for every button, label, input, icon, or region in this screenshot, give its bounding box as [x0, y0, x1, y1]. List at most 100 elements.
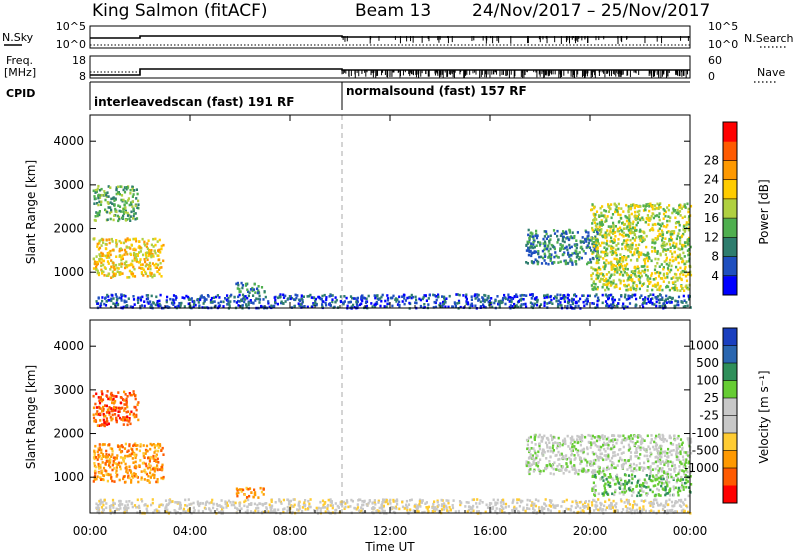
echo-cell: [602, 458, 605, 462]
echo-cell: [308, 505, 311, 508]
echo-cell: [602, 469, 605, 473]
echo-cell: [687, 271, 691, 275]
echo-cell: [602, 265, 605, 269]
echo-cell: [118, 296, 121, 300]
echo-cell: [682, 305, 685, 309]
echo-cell: [649, 202, 652, 206]
echo-cell: [620, 511, 623, 514]
echo-cell: [685, 274, 688, 278]
echo-cell: [659, 284, 662, 288]
echo-cell: [605, 219, 608, 223]
echo-cell: [612, 251, 615, 255]
echo-cell: [319, 297, 322, 301]
echo-cell: [577, 453, 580, 457]
echo-cell: [235, 282, 238, 286]
echo-cell: [671, 230, 674, 233]
echo-cell: [331, 506, 334, 510]
echo-cell: [123, 390, 126, 394]
echo-cell: [440, 498, 443, 502]
echo-cell: [612, 454, 615, 458]
echo-cell: [618, 298, 621, 301]
echo-cell: [98, 471, 101, 475]
echo-cell: [542, 237, 545, 241]
echo-cell: [366, 504, 369, 507]
echo-cell: [533, 434, 536, 437]
echo-cell: [623, 239, 626, 242]
echo-cell: [406, 296, 409, 300]
echo-cell: [216, 508, 219, 511]
echo-cell: [525, 460, 528, 463]
echo-cell: [560, 469, 563, 472]
echo-cell: [282, 511, 285, 514]
echo-cell: [677, 434, 680, 438]
echo-cell: [124, 407, 127, 410]
echo-cell: [344, 505, 347, 509]
frequency-panel: 18 8 60 0: [72, 54, 722, 83]
echo-cell: [622, 235, 625, 238]
echo-cell: [617, 202, 620, 206]
echo-cell: [541, 452, 544, 455]
echo-cell: [533, 462, 536, 465]
echo-cell: [432, 507, 436, 511]
echo-cell: [669, 235, 673, 239]
echo-cell: [554, 441, 557, 444]
echo-cell: [124, 238, 127, 242]
echo-cell: [549, 499, 552, 503]
echo-cell: [645, 273, 648, 277]
echo-cell: [374, 296, 377, 300]
echo-cell: [196, 298, 199, 301]
echo-cell: [104, 296, 107, 299]
echo-cell: [125, 300, 128, 303]
echo-cell: [613, 257, 616, 261]
echo-cell: [416, 507, 419, 510]
echo-cell: [140, 271, 143, 274]
echo-cell: [675, 286, 678, 290]
echo-cell: [121, 216, 124, 220]
echo-cell: [118, 209, 121, 213]
echo-cell: [134, 204, 137, 208]
echo-cell: [647, 279, 650, 283]
echo-cell: [576, 505, 579, 508]
echo-cell: [144, 260, 147, 264]
echo-cell: [174, 501, 177, 504]
echo-cell: [581, 448, 584, 452]
echo-cell: [447, 510, 450, 513]
echo-cell: [643, 259, 646, 263]
echo-cell: [418, 297, 421, 301]
echo-cell: [560, 505, 563, 508]
freq-right-tick-top: 60: [708, 54, 722, 67]
echo-cell: [104, 414, 107, 418]
echo-cell: [160, 244, 163, 248]
echo-cell: [530, 441, 533, 444]
echo-cell: [658, 455, 661, 458]
echo-cell: [105, 473, 108, 476]
echo-cell: [626, 502, 630, 505]
echo-cell: [507, 505, 510, 508]
echo-cell: [133, 259, 137, 262]
echo-cell: [563, 442, 566, 445]
echo-cell: [603, 504, 606, 508]
echo-cell: [134, 454, 137, 458]
echo-cell: [534, 443, 537, 446]
echo-cell: [596, 454, 599, 458]
echo-cell: [576, 231, 579, 234]
echo-cell: [683, 450, 686, 454]
echo-cell: [165, 299, 168, 302]
echo-cell: [676, 303, 679, 306]
echo-cell: [597, 232, 600, 235]
echo-cell: [608, 276, 611, 280]
echo-cell: [128, 203, 131, 207]
echo-cell: [576, 254, 579, 257]
echo-cell: [535, 456, 538, 460]
echo-cell: [95, 211, 98, 214]
echo-cell: [526, 443, 529, 447]
echo-cell: [683, 472, 686, 476]
echo-cell: [321, 499, 325, 503]
echo-cell: [329, 504, 332, 507]
echo-cell: [663, 209, 666, 212]
echo-cell: [526, 262, 529, 265]
echo-cell: [152, 454, 155, 458]
echo-cell: [246, 296, 249, 300]
echo-cell: [600, 219, 603, 222]
